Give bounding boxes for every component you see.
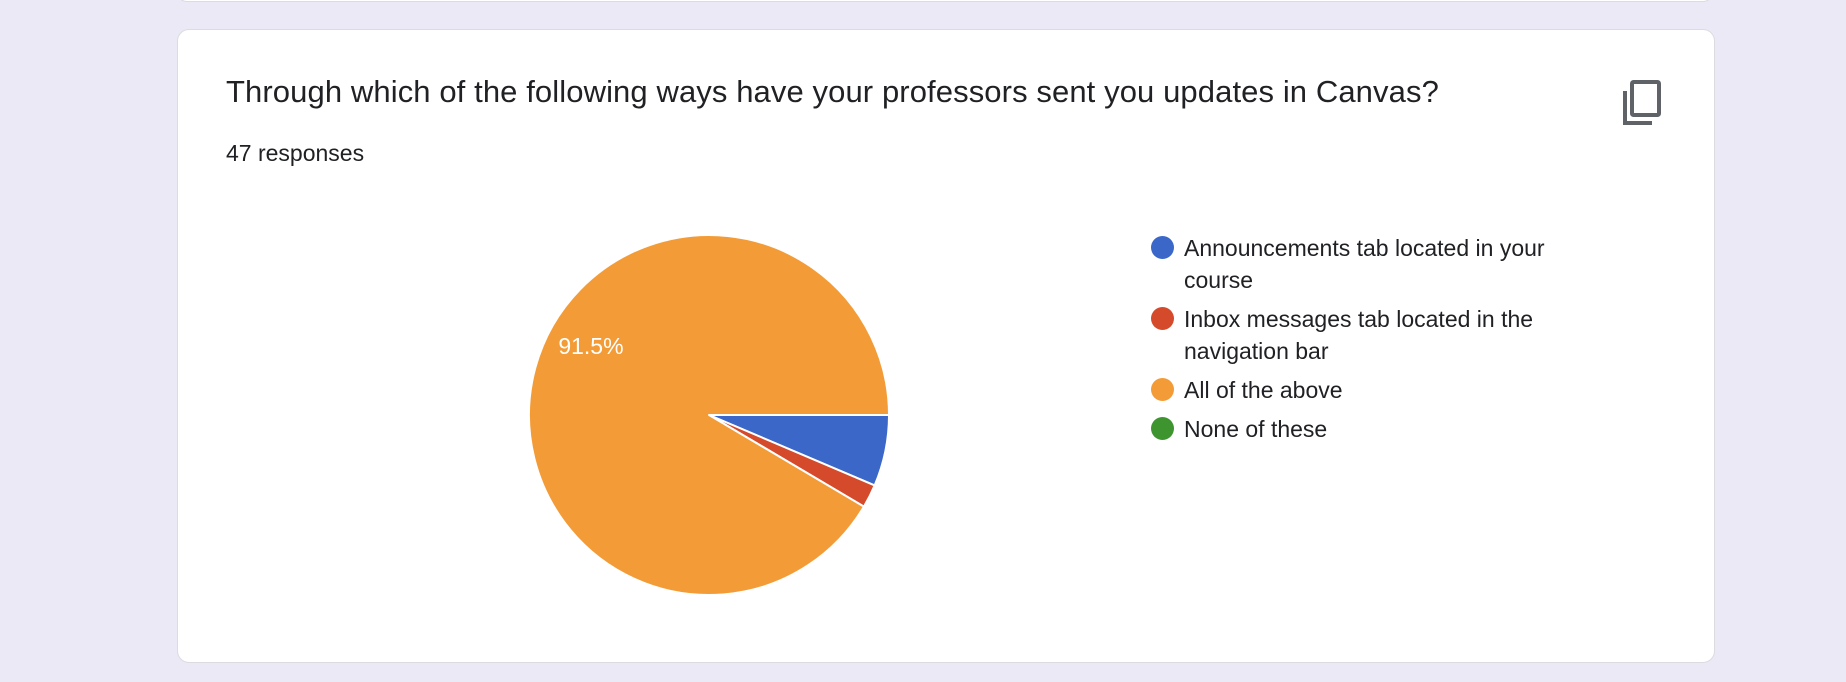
response-count: 47 responses [226, 140, 365, 166]
legend-label-3: None of these [1184, 416, 1328, 442]
legend-item-3[interactable]: None of these [1151, 413, 1574, 445]
legend-label-2: All of the above [1184, 377, 1343, 403]
legend-item-2[interactable]: All of the above [1151, 374, 1574, 406]
copy-chart-button[interactable] [1615, 75, 1669, 129]
legend-swatch-1 [1151, 307, 1174, 330]
pie-data-label-2: 91.5% [558, 333, 623, 359]
pie-chart: 91.5% [528, 234, 890, 596]
question-title: Through which of the following ways have… [226, 74, 1439, 109]
legend-item-0[interactable]: Announcements tab located in your course [1151, 232, 1574, 296]
legend-swatch-0 [1151, 236, 1174, 259]
legend-item-1[interactable]: Inbox messages tab located in the naviga… [1151, 303, 1574, 367]
pie-slice-2[interactable] [528, 234, 890, 596]
legend-swatch-2 [1151, 378, 1174, 401]
question-summary-card: Through which of the following ways have… [177, 29, 1715, 663]
legend-label-1: Inbox messages tab located in the naviga… [1184, 306, 1534, 364]
chart-legend: Announcements tab located in your course… [1151, 232, 1574, 452]
legend-label-0: Announcements tab located in your course [1184, 235, 1545, 293]
copy-icon [1623, 80, 1661, 125]
previous-question-card [177, 0, 1713, 2]
legend-swatch-3 [1151, 417, 1174, 440]
